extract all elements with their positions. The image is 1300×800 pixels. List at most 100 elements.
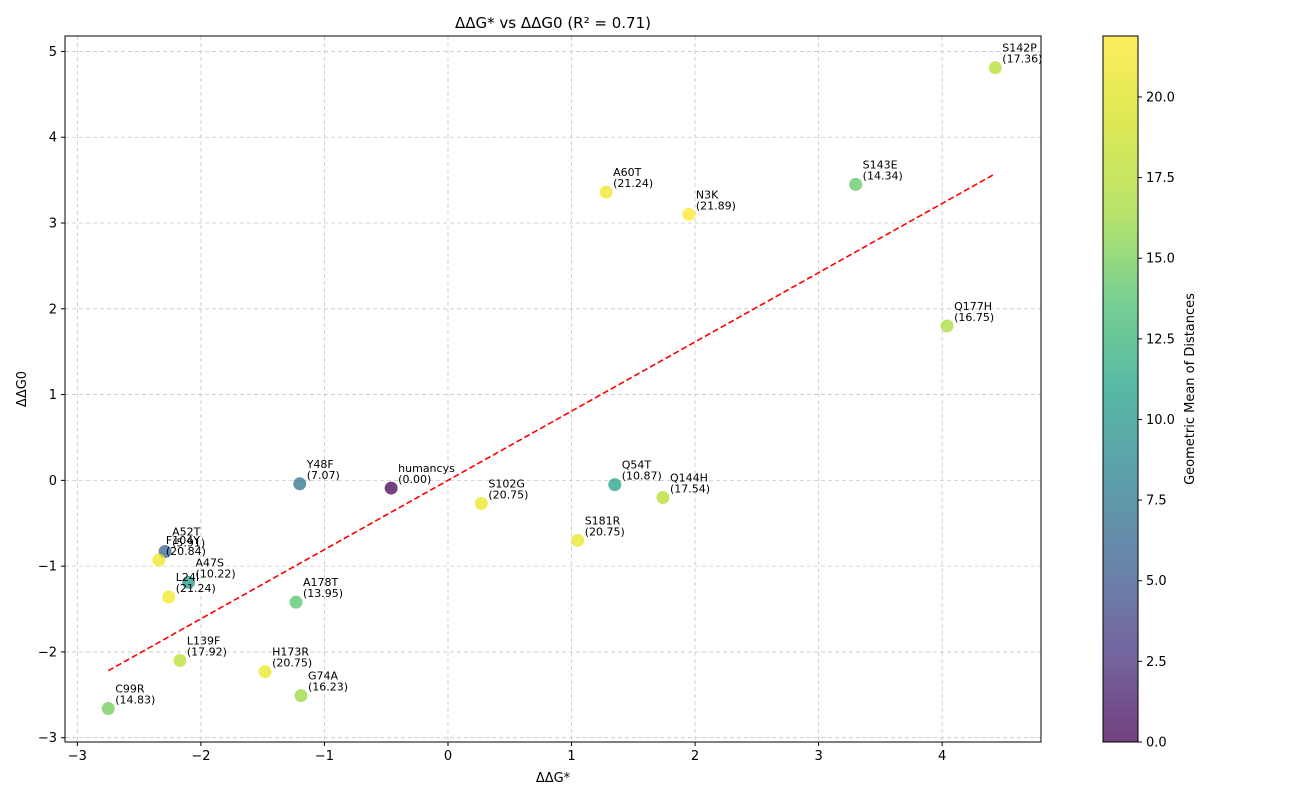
y-tick-label: 3	[49, 217, 57, 232]
chart-title: ΔΔG* vs ΔΔG0 (R² = 0.71)	[455, 14, 651, 32]
x-tick-label: 1	[567, 749, 575, 764]
point-value-label: (17.36)	[1002, 53, 1042, 66]
point-value-label: (14.83)	[115, 694, 155, 707]
y-tick-label: 5	[49, 45, 57, 60]
data-point	[988, 61, 1002, 75]
point-value-label: (21.89)	[696, 199, 736, 212]
point-value-label: (17.54)	[670, 483, 710, 496]
x-tick-label: −3	[68, 749, 87, 764]
point-name-label: Q54T	[622, 459, 652, 472]
data-point	[162, 590, 176, 604]
point-value-label: (16.23)	[308, 681, 348, 694]
colorbar-tick-label: 7.5	[1146, 494, 1167, 509]
x-tick-label: 0	[444, 749, 452, 764]
plot-frame	[64, 35, 1042, 743]
colorbar-tick-label: 20.0	[1146, 90, 1175, 105]
point-value-label: (16.75)	[954, 311, 994, 324]
point-value-label: (14.34)	[863, 169, 903, 182]
point-name-label: S142P	[1002, 42, 1037, 55]
point-value-label: (20.75)	[272, 657, 312, 670]
axis-ticks: −3 −2 −1 0 1 2 3 4 −3 −2 −1 0 1 2 3 4 5	[38, 45, 946, 764]
y-tick-label: −2	[38, 645, 57, 660]
x-tick-label: 4	[938, 749, 946, 764]
data-point	[599, 185, 613, 199]
point-value-label: (17.92)	[187, 646, 227, 659]
point-value-label: (20.75)	[585, 525, 625, 538]
data-point	[152, 553, 166, 567]
colorbar-tick-label: 10.0	[1146, 413, 1175, 428]
data-point	[384, 481, 398, 495]
data-point	[294, 689, 308, 703]
point-name-label: Y48F	[306, 458, 334, 471]
data-point	[289, 595, 303, 609]
point-value-label: (7.07)	[307, 469, 340, 482]
point-value-label: (5.91)	[172, 537, 205, 550]
colorbar	[1103, 36, 1138, 742]
point-name-label: L24I	[176, 571, 199, 584]
data-point	[849, 177, 863, 191]
point-value-label: (21.24)	[613, 177, 653, 190]
data-point	[571, 533, 585, 547]
point-name-label: Q177H	[954, 300, 992, 313]
points-layer	[101, 61, 1002, 716]
point-value-label: (13.95)	[303, 587, 343, 600]
colorbar-tick-label: 17.5	[1146, 171, 1175, 186]
colorbar-tick-label: 5.0	[1146, 574, 1167, 589]
point-name-label: A47S	[196, 556, 225, 569]
data-point	[940, 319, 954, 333]
y-tick-label: −3	[38, 731, 57, 746]
point-labels-layer: S142P(17.36)S143E(14.34)A60T(21.24)N3K(2…	[115, 42, 1042, 707]
point-name-label: N3K	[696, 188, 719, 201]
point-value-label: (20.84)	[166, 545, 206, 558]
point-name-label: C99R	[115, 683, 145, 696]
x-tick-label: 3	[814, 749, 822, 764]
point-name-label: Q144H	[670, 472, 708, 485]
data-point	[293, 477, 307, 491]
y-tick-label: 4	[49, 131, 57, 146]
colorbar-tick-label: 2.5	[1146, 655, 1167, 670]
data-point	[173, 654, 187, 668]
trendline	[107, 172, 996, 672]
data-point	[474, 497, 488, 511]
point-value-label: (0.00)	[398, 473, 431, 486]
point-name-label: L139F	[187, 635, 220, 648]
point-value-label: (10.87)	[622, 470, 662, 483]
data-point	[682, 207, 696, 221]
data-point	[182, 575, 196, 589]
point-name-label: A60T	[613, 166, 642, 179]
data-point	[656, 491, 670, 505]
y-tick-label: 2	[49, 302, 57, 317]
point-value-label: (10.22)	[196, 567, 236, 580]
point-name-label: S102G	[488, 478, 525, 491]
point-value-label: (21.24)	[176, 582, 216, 595]
point-name-label: humancys	[398, 462, 455, 475]
point-name-label: A178T	[303, 576, 339, 589]
x-tick-label: −1	[315, 749, 334, 764]
colorbar-title: Geometric Mean of Distances	[1183, 293, 1198, 485]
y-tick-label: 0	[49, 474, 57, 489]
point-name-label: S181R	[585, 514, 621, 527]
point-name-label: A52T	[172, 526, 201, 539]
point-name-label: F104Y	[166, 534, 200, 547]
colorbar-tick-label: 15.0	[1146, 252, 1175, 267]
point-name-label: S143E	[863, 158, 898, 171]
x-axis-title: ΔΔG*	[536, 771, 571, 786]
point-name-label: G74A	[308, 670, 339, 683]
trendline-layer	[107, 172, 996, 672]
colorbar-frame	[1102, 35, 1139, 743]
y-axis-title: ΔΔG0	[15, 371, 30, 407]
x-tick-label: 2	[691, 749, 699, 764]
y-tick-label: 1	[49, 388, 57, 403]
data-point	[101, 702, 115, 716]
point-value-label: (20.75)	[488, 489, 528, 502]
x-tick-label: −2	[191, 749, 210, 764]
data-point	[258, 665, 272, 679]
colorbar-tick-label: 12.5	[1146, 332, 1175, 347]
point-name-label: H173R	[272, 646, 309, 659]
grid	[65, 36, 1041, 742]
y-tick-label: −1	[38, 560, 57, 575]
colorbar-tick-label: 0.0	[1146, 736, 1167, 751]
colorbar-ticks: 0.0 2.5 5.0 7.5 10.0 12.5 15.0 17.5 20.0	[1138, 90, 1175, 751]
data-point	[608, 478, 622, 492]
